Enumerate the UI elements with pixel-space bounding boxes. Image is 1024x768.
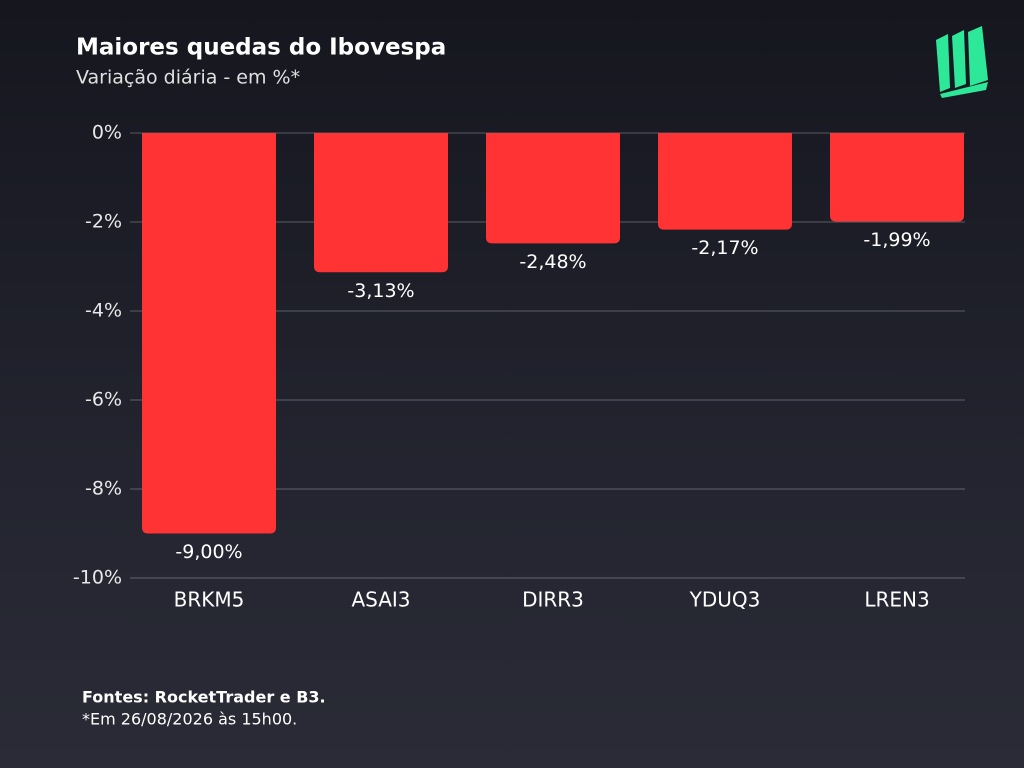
bar <box>486 133 620 244</box>
y-tick-label: 0% <box>92 122 122 144</box>
x-tick-label: YDUQ3 <box>689 588 761 612</box>
value-label: -2,48% <box>519 251 586 273</box>
x-tick-label: ASAI3 <box>351 588 410 612</box>
x-tick-label: LREN3 <box>864 588 929 612</box>
chart-title: Maiores quedas do Ibovespa <box>76 35 446 61</box>
x-tick-label: DIRR3 <box>522 588 584 612</box>
value-label: -2,17% <box>691 237 758 259</box>
bar <box>658 133 792 230</box>
value-label: -9,00% <box>175 541 242 563</box>
value-label: -3,13% <box>347 280 414 302</box>
y-tick-label: -10% <box>73 567 122 589</box>
y-tick-label: -4% <box>85 300 122 322</box>
y-tick-label: -2% <box>85 211 122 233</box>
bar <box>830 133 964 222</box>
bar <box>142 133 276 534</box>
source: Fontes: RocketTrader e B3. <box>82 688 326 707</box>
chart-subtitle: Variação diária - em %* <box>76 67 300 89</box>
note: *Em 26/08/2026 às 15h00. <box>82 710 297 729</box>
y-tick-label: -8% <box>85 478 122 500</box>
value-label: -1,99% <box>863 229 930 251</box>
bar <box>314 133 448 273</box>
y-tick-label: -6% <box>85 389 122 411</box>
logo <box>936 26 988 98</box>
x-tick-label: BRKM5 <box>174 588 245 612</box>
